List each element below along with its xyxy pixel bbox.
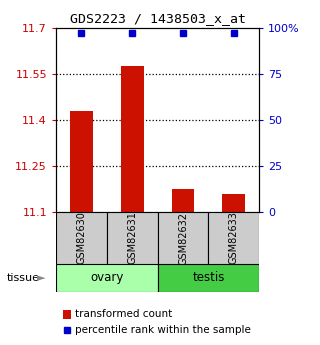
Bar: [107, 212, 158, 264]
Title: GDS2223 / 1438503_x_at: GDS2223 / 1438503_x_at: [70, 12, 246, 25]
Text: tissue: tissue: [6, 273, 39, 283]
Text: GSM82632: GSM82632: [178, 211, 188, 265]
Text: ►: ►: [37, 273, 46, 283]
Bar: [70, 111, 93, 212]
Bar: [158, 212, 208, 264]
Bar: [222, 194, 245, 212]
Text: GSM82633: GSM82633: [229, 211, 239, 265]
Bar: [56, 212, 107, 264]
Text: GSM82631: GSM82631: [127, 211, 137, 265]
Text: transformed count: transformed count: [75, 309, 172, 319]
Bar: [121, 66, 144, 212]
Text: GSM82630: GSM82630: [76, 211, 86, 265]
Text: percentile rank within the sample: percentile rank within the sample: [75, 325, 251, 335]
Bar: [158, 264, 259, 292]
Text: ovary: ovary: [90, 271, 124, 284]
Bar: [56, 264, 158, 292]
Bar: [208, 212, 259, 264]
Bar: [172, 189, 195, 212]
Text: testis: testis: [192, 271, 225, 284]
